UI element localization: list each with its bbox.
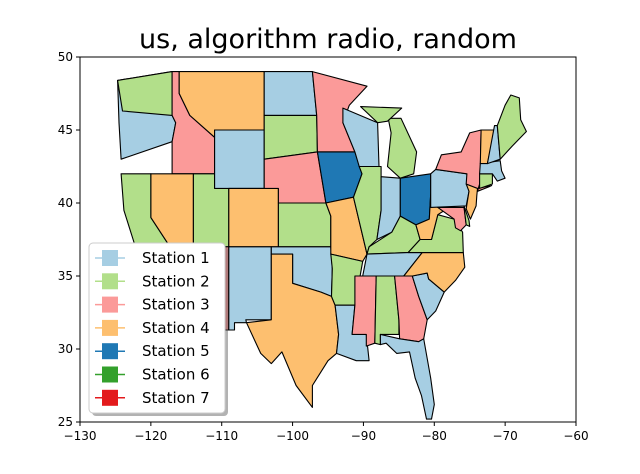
region-42-station-4 (465, 183, 479, 220)
region-28-station-5 (399, 173, 432, 226)
region-34-station-1 (379, 333, 435, 420)
region-17-station-4 (245, 253, 340, 408)
chart-title: us, algorithm radio, random (139, 24, 517, 55)
x-tick-label: −100 (276, 429, 309, 443)
legend-label: Station 2 (142, 272, 210, 290)
legend-swatch (102, 273, 118, 290)
legend-label: Station 7 (142, 389, 210, 407)
region-26-station-2 (386, 117, 418, 179)
region-2-station-2 (117, 71, 173, 116)
x-tick-label: −60 (563, 429, 588, 443)
region-41-station-2 (463, 205, 471, 227)
x-tick-label: −110 (205, 429, 238, 443)
legend-label: Station 3 (142, 296, 210, 314)
region-48-station-2 (496, 94, 527, 160)
y-axis-ticks: 25 30 35 40 45 50 (58, 50, 80, 429)
region-39-station-1 (430, 168, 470, 208)
y-tick-label: 45 (58, 123, 73, 137)
region-45-station-1 (479, 160, 506, 182)
x-tick-label: −120 (134, 429, 167, 443)
legend-box (88, 242, 226, 414)
region-43-station-3 (435, 129, 493, 192)
y-tick-label: 50 (58, 50, 73, 64)
legend-label: Station 4 (142, 319, 210, 337)
y-tick-label: 25 (58, 415, 73, 429)
region-27-station-2 (360, 106, 403, 124)
region-9-station-4 (228, 187, 279, 248)
legend-swatch (102, 366, 118, 383)
y-tick-label: 40 (58, 196, 73, 210)
legend-swatch (102, 319, 118, 336)
x-tick-label: −70 (492, 429, 517, 443)
plot-frame (79, 56, 577, 423)
legend-swatch (102, 250, 118, 266)
legend-label: Station 5 (142, 342, 210, 360)
legend-swatch (102, 296, 118, 313)
region-11-station-1 (228, 246, 272, 331)
region-8-station-1 (214, 129, 265, 189)
legend-swatch (102, 343, 118, 360)
x-axis-ticks: −130 −120 −110 −100 −90 −80 −70 −60 (64, 422, 589, 443)
legend-label: Station 6 (142, 366, 210, 384)
legend-label: Station 1 (142, 249, 210, 267)
y-tick-label: 30 (58, 342, 73, 356)
legend-swatch (102, 389, 118, 406)
legend: Station 1 Station 2 Station 3 Station 4 Stat… (88, 242, 228, 416)
x-tick-label: −130 (64, 429, 97, 443)
y-tick-label: 35 (58, 269, 73, 283)
region-12-station-1 (263, 71, 318, 116)
region-15-station-2 (277, 202, 332, 248)
x-tick-label: −90 (351, 429, 376, 443)
x-tick-label: −80 (422, 429, 447, 443)
